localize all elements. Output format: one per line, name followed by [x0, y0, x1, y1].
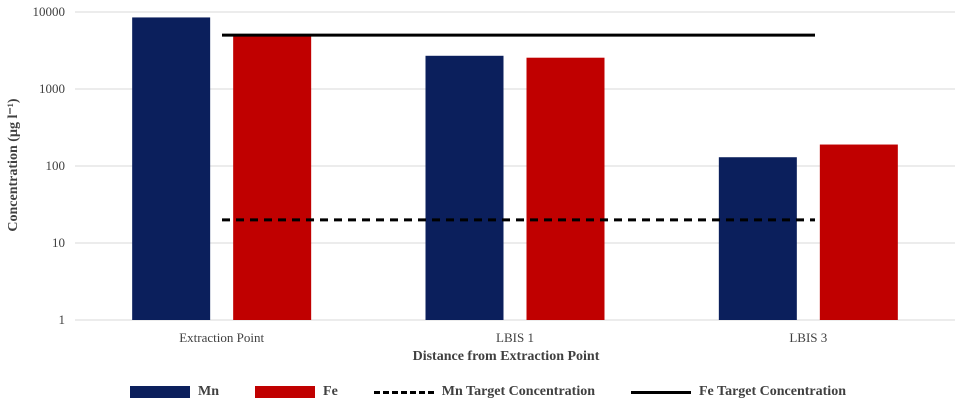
y-tick-label: 100	[46, 158, 66, 173]
bar-mn-2	[718, 157, 797, 320]
x-tick-label: LBIS 3	[789, 330, 827, 345]
x-axis-title: Distance from Extraction Point	[413, 349, 600, 364]
bar-mn-1	[425, 55, 504, 321]
y-tick-label: 10000	[33, 4, 66, 19]
legend: Mn Fe Mn Target Concentration Fe Target …	[0, 384, 976, 400]
legend-item-fe: Fe	[255, 384, 338, 400]
y-tick-label: 1	[59, 312, 66, 327]
y-tick-label: 10	[52, 235, 65, 250]
legend-line-mn-target	[373, 390, 434, 394]
y-axis-ticks: 1 10 100 1000 10000	[33, 4, 66, 327]
x-axis-ticks: Extraction Point LBIS 1 LBIS 3	[179, 330, 827, 345]
reference-lines	[222, 33, 815, 222]
bars	[132, 17, 898, 321]
legend-label-mn: Mn	[198, 384, 220, 399]
legend-line-fe-target	[631, 390, 691, 394]
legend-swatch-mn	[130, 386, 191, 398]
legend-label-fe-target: Fe Target Concentration	[699, 384, 846, 399]
legend-item-mn-target: Mn Target Concentration	[373, 384, 595, 400]
bar-fe-1	[526, 57, 605, 320]
legend-item-fe-target: Fe Target Concentration	[631, 384, 846, 400]
y-axis-title: Concentration (µg l⁻¹)	[6, 98, 21, 232]
legend-item-mn: Mn	[130, 384, 219, 400]
bar-fe-2	[819, 144, 898, 320]
gridlines	[75, 11, 955, 321]
y-tick-label: 1000	[39, 81, 65, 96]
x-tick-label: LBIS 1	[496, 330, 534, 345]
bar-fe-0	[233, 35, 312, 321]
legend-label-mn-target: Mn Target Concentration	[441, 384, 595, 399]
bar-mn-0	[132, 17, 211, 320]
chart: 1 10 100 1000 10000 Extraction Point LBIS 1 LB…	[6, 4, 955, 364]
legend-label-fe: Fe	[323, 384, 338, 399]
x-tick-label: Extraction Point	[179, 330, 264, 345]
legend-swatch-fe	[255, 386, 316, 398]
